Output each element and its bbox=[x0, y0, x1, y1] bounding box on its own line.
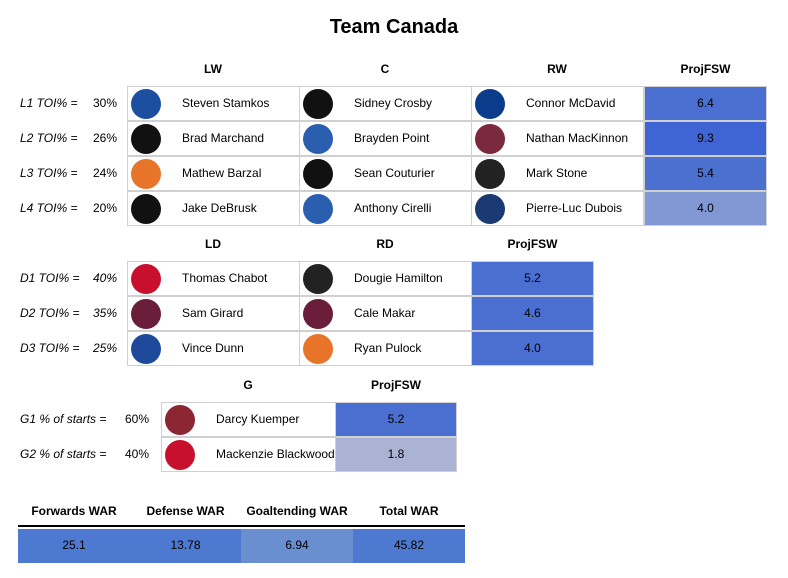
share: 24% bbox=[93, 166, 118, 180]
war-header: Defense WAR bbox=[146, 504, 225, 518]
team-logo bbox=[303, 194, 333, 224]
share: 40% bbox=[93, 271, 118, 285]
team-logo bbox=[303, 299, 333, 329]
player-cell: Vince Dunn bbox=[127, 331, 300, 366]
row-label: D3 TOI% = bbox=[20, 341, 80, 355]
share: 40% bbox=[125, 447, 150, 461]
row-label: D1 TOI% = bbox=[20, 271, 80, 285]
proj-cell: 4.6 bbox=[471, 296, 594, 331]
column-header: LD bbox=[205, 237, 221, 251]
team-logo bbox=[303, 89, 333, 119]
player-cell: Cale Makar bbox=[299, 296, 472, 331]
column-header: ProjFSW bbox=[507, 237, 558, 251]
war-cell: 13.78 bbox=[130, 529, 241, 563]
share: 26% bbox=[93, 131, 118, 145]
column-header: G bbox=[243, 378, 253, 392]
war-cell: 6.94 bbox=[241, 529, 353, 563]
team-logo bbox=[475, 124, 505, 154]
player-cell: Thomas Chabot bbox=[127, 261, 300, 296]
column-header: ProjFSW bbox=[371, 378, 421, 392]
proj-cell: 1.8 bbox=[335, 437, 457, 472]
proj-cell: 5.2 bbox=[335, 402, 457, 437]
team-logo bbox=[165, 405, 195, 435]
player-cell: Steven Stamkos bbox=[127, 86, 300, 121]
war-header: Goaltending WAR bbox=[246, 504, 348, 518]
player-cell: Mark Stone bbox=[471, 156, 644, 191]
row-label: L3 TOI% = bbox=[20, 166, 78, 180]
player-cell: Pierre-Luc Dubois bbox=[471, 191, 644, 226]
column-header: ProjFSW bbox=[680, 62, 731, 76]
row-label: L2 TOI% = bbox=[20, 131, 78, 145]
share: 25% bbox=[93, 341, 118, 355]
team-logo bbox=[131, 124, 161, 154]
row-label: G1 % of starts = bbox=[20, 412, 107, 426]
war-cell: 45.82 bbox=[353, 529, 465, 563]
player-cell: Jake DeBrusk bbox=[127, 191, 300, 226]
share: 35% bbox=[93, 306, 118, 320]
player-cell: Sidney Crosby bbox=[299, 86, 472, 121]
team-logo bbox=[165, 440, 195, 470]
team-logo bbox=[131, 194, 161, 224]
row-label: G2 % of starts = bbox=[20, 447, 107, 461]
column-header: RW bbox=[547, 62, 567, 76]
share: 60% bbox=[125, 412, 150, 426]
proj-cell: 6.4 bbox=[644, 86, 767, 121]
player-cell: Darcy Kuemper bbox=[161, 402, 336, 437]
war-cell: 25.1 bbox=[18, 529, 130, 563]
proj-cell: 5.2 bbox=[471, 261, 594, 296]
player-cell: Mackenzie Blackwood bbox=[161, 437, 336, 472]
player-cell: Ryan Pulock bbox=[299, 331, 472, 366]
war-header: Total WAR bbox=[379, 504, 439, 518]
player-cell: Connor McDavid bbox=[471, 86, 644, 121]
team-logo bbox=[303, 264, 333, 294]
war-header: Forwards WAR bbox=[31, 504, 117, 518]
team-logo bbox=[131, 334, 161, 364]
player-cell: Sean Couturier bbox=[299, 156, 472, 191]
team-logo bbox=[303, 124, 333, 154]
team-logo bbox=[131, 159, 161, 189]
team-logo bbox=[131, 264, 161, 294]
team-logo bbox=[303, 334, 333, 364]
player-cell: Sam Girard bbox=[127, 296, 300, 331]
column-header: RD bbox=[376, 237, 394, 251]
share: 30% bbox=[93, 96, 118, 110]
proj-cell: 4.0 bbox=[644, 191, 767, 226]
proj-cell: 9.3 bbox=[644, 121, 767, 156]
share: 20% bbox=[93, 201, 118, 215]
war-rule bbox=[18, 525, 465, 527]
row-label: L4 TOI% = bbox=[20, 201, 78, 215]
column-header: LW bbox=[204, 62, 222, 76]
player-cell: Dougie Hamilton bbox=[299, 261, 472, 296]
team-logo bbox=[475, 159, 505, 189]
player-cell: Brad Marchand bbox=[127, 121, 300, 156]
team-logo bbox=[475, 194, 505, 224]
player-cell: Mathew Barzal bbox=[127, 156, 300, 191]
column-header: C bbox=[380, 62, 390, 76]
proj-cell: 5.4 bbox=[644, 156, 767, 191]
team-logo bbox=[131, 89, 161, 119]
player-cell: Nathan MacKinnon bbox=[471, 121, 644, 156]
team-logo bbox=[303, 159, 333, 189]
player-cell: Brayden Point bbox=[299, 121, 472, 156]
proj-cell: 4.0 bbox=[471, 331, 594, 366]
team-logo bbox=[475, 89, 505, 119]
team-logo bbox=[131, 299, 161, 329]
title: Team Canada bbox=[329, 16, 459, 38]
row-label: L1 TOI% = bbox=[20, 96, 78, 110]
row-label: D2 TOI% = bbox=[20, 306, 80, 320]
player-cell: Anthony Cirelli bbox=[299, 191, 472, 226]
